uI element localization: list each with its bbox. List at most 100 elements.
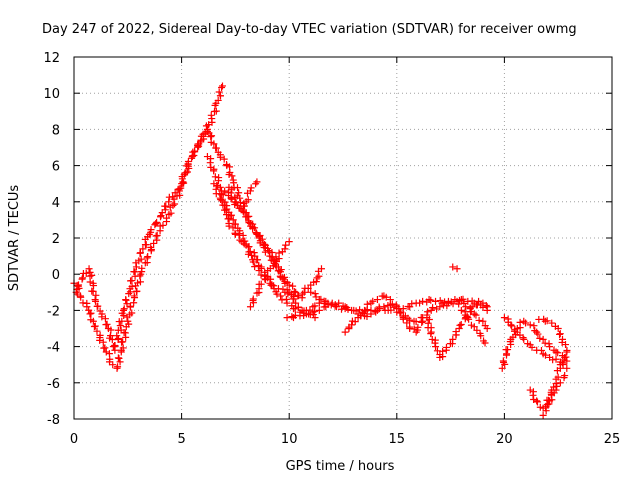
y-tick-label: -8 — [47, 413, 60, 428]
data-point-interp — [232, 199, 240, 207]
data-point-interp — [519, 334, 527, 342]
data-point — [350, 306, 358, 314]
tick-marks — [73, 56, 613, 420]
data-point — [246, 303, 254, 311]
data-point-interp — [183, 168, 191, 176]
data-point — [475, 297, 483, 305]
data-point-interp — [279, 275, 287, 283]
data-point-interp — [114, 354, 122, 362]
data-point-interp — [440, 301, 448, 309]
data-point-interp — [86, 310, 94, 318]
data-point-interp — [138, 264, 146, 272]
data-point-interp — [159, 221, 167, 229]
x-tick-label: 0 — [70, 432, 78, 447]
data-point — [341, 328, 349, 336]
y-tick-label: 12 — [43, 51, 60, 66]
data-point-interp — [288, 313, 296, 321]
data-point — [255, 267, 263, 275]
data-point — [468, 303, 476, 311]
data-point-interp — [92, 291, 100, 299]
data-point-interp — [120, 305, 128, 313]
data-point-interp — [142, 241, 150, 249]
x-tick-label: 10 — [281, 432, 298, 447]
data-point-interp — [528, 343, 536, 351]
data-point-interp — [282, 295, 290, 303]
data-point-interp — [249, 258, 257, 266]
data-point-interp — [427, 330, 435, 338]
data-point — [546, 343, 554, 351]
data-point — [483, 325, 491, 332]
data-point — [268, 281, 276, 289]
data-point-interp — [522, 319, 530, 327]
data-point-interp — [452, 328, 460, 336]
x-tick-labels: 0 5 10 15 20 25 — [70, 432, 620, 447]
data-point — [399, 305, 407, 313]
data-point-interp — [171, 200, 179, 208]
y-tick-label: -6 — [47, 377, 60, 392]
data-point-interp — [311, 307, 319, 315]
data-point-interp — [122, 296, 130, 304]
data-point-interp — [273, 290, 281, 298]
data-point-interp — [236, 230, 244, 238]
data-point-interp — [442, 343, 450, 351]
data-point-interp — [412, 318, 420, 326]
data-point-interp — [275, 249, 283, 257]
data-point — [561, 372, 569, 380]
data-point-interp — [93, 302, 101, 310]
data-point — [335, 299, 343, 307]
data-point — [302, 310, 310, 318]
data-point-interp — [75, 281, 83, 289]
data-point-interp — [456, 321, 464, 329]
data-point-interp — [136, 278, 144, 286]
grid-lines — [74, 57, 612, 419]
data-point-interp — [119, 344, 127, 352]
data-point — [393, 305, 401, 313]
data-point — [283, 299, 291, 307]
data-point — [165, 198, 173, 206]
data-point — [311, 314, 319, 322]
data-point-interp — [228, 172, 236, 180]
data-point-interp — [473, 326, 481, 334]
data-point-interp — [240, 202, 248, 210]
data-point-interp — [240, 237, 248, 245]
data-point-interp — [543, 317, 551, 325]
data-point — [92, 297, 100, 305]
data-point — [124, 317, 132, 325]
data-point — [464, 314, 472, 322]
data-point-interp — [212, 144, 220, 152]
data-point — [479, 317, 487, 325]
data-point-interp — [86, 278, 94, 286]
data-point — [526, 386, 534, 394]
data-point-interp — [261, 271, 269, 279]
data-point-interp — [251, 224, 259, 232]
x-tick-label: 20 — [496, 432, 513, 447]
data-point-interp — [118, 317, 126, 325]
data-point-interp — [77, 293, 85, 301]
data-point-interp — [460, 299, 468, 307]
y-tick-label: 8 — [52, 123, 60, 138]
data-point-interp — [136, 249, 144, 257]
data-point-interp — [472, 311, 480, 319]
data-point — [373, 296, 381, 304]
data-point-interp — [403, 319, 411, 327]
data-point-interp — [217, 196, 225, 204]
data-point — [171, 189, 179, 197]
data-point — [436, 303, 444, 311]
data-point — [539, 411, 547, 419]
data-point — [285, 238, 293, 246]
data-point-interp — [327, 301, 335, 309]
data-point — [477, 332, 485, 340]
data-point — [449, 335, 457, 343]
data-point — [277, 292, 285, 300]
data-point-interp — [134, 279, 142, 287]
data-point — [285, 281, 293, 289]
data-point — [203, 125, 211, 133]
data-point-interp — [439, 347, 447, 355]
data-point-interp — [212, 107, 220, 115]
data-point — [507, 321, 515, 329]
data-point-interp — [416, 299, 424, 307]
data-point — [251, 252, 259, 260]
data-point-interp — [274, 267, 282, 275]
data-point-interp — [244, 250, 252, 258]
